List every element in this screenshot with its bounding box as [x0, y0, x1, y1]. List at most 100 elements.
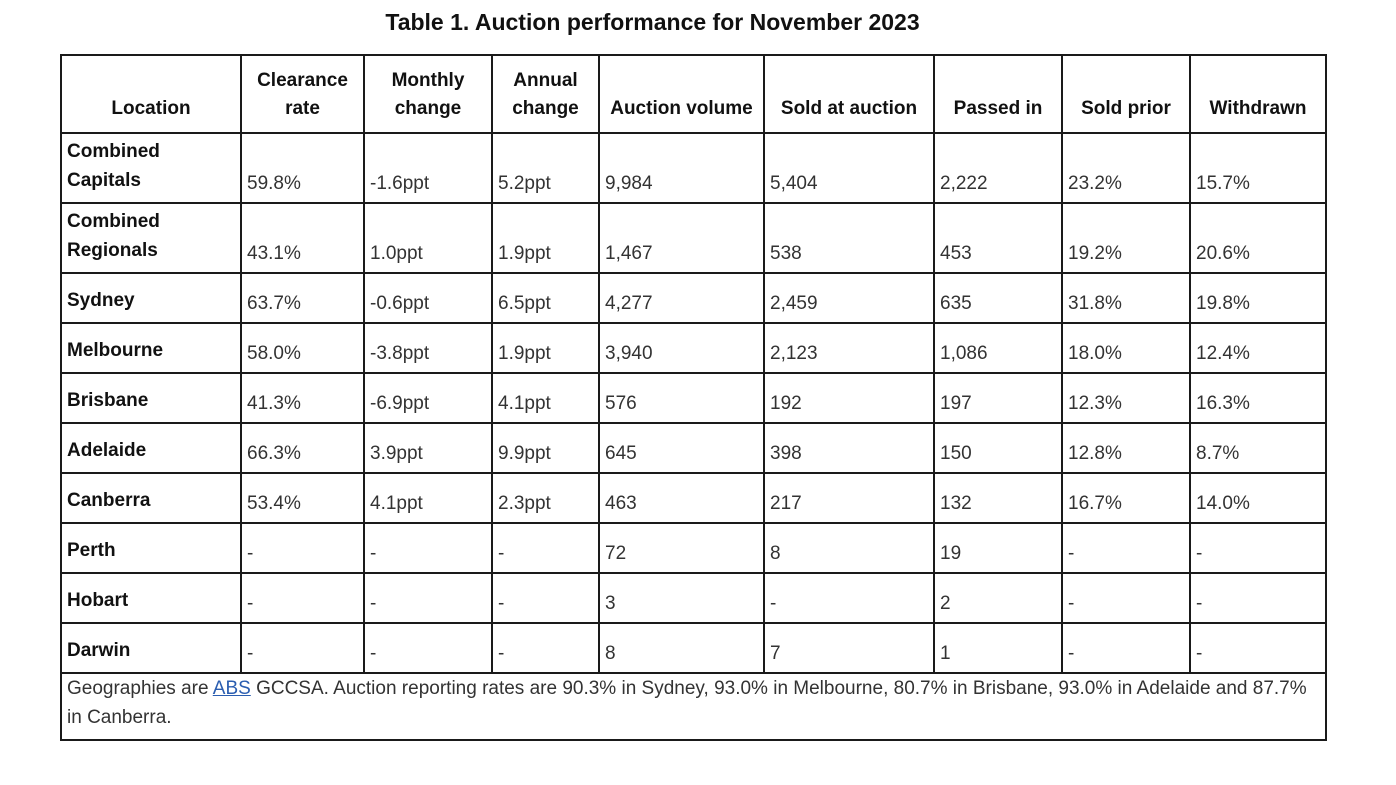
- location-cell: Canberra: [60, 472, 242, 524]
- annual-change-cell: -: [491, 522, 600, 574]
- location-cell: Melbourne: [60, 322, 242, 374]
- withdrawn-cell: -: [1189, 522, 1327, 574]
- location-line: Sydney: [67, 290, 135, 311]
- monthly-change-cell: -: [363, 522, 493, 574]
- sold-prior-cell: 16.7%: [1061, 472, 1191, 524]
- table-row: Brisbane 41.3% -6.9ppt 4.1ppt 576 192 197 12.3%…: [60, 372, 1327, 424]
- clearance-rate-cell: 53.4%: [240, 472, 365, 524]
- table-row: Combined Regionals 43.1% 1.0ppt 1.9ppt 1,467 5…: [60, 202, 1327, 274]
- table-row: Melbourne 58.0% -3.8ppt 1.9ppt 3,940 2,123 1,0…: [60, 322, 1327, 374]
- passed-in-cell: 1: [933, 622, 1063, 674]
- location-line: Perth: [67, 540, 116, 561]
- abs-link[interactable]: ABS: [212, 678, 251, 699]
- location-cell: Sydney: [60, 272, 242, 324]
- withdrawn-cell: 19.8%: [1189, 272, 1327, 324]
- annual-change-cell: -: [491, 622, 600, 674]
- header-location: Location: [60, 54, 242, 134]
- header-line: Annual: [513, 70, 578, 91]
- location-line: Darwin: [67, 640, 131, 661]
- annual-change-cell: 4.1ppt: [491, 372, 600, 424]
- footnote-row: Geographies are ABS GCCSA. Auction repor…: [60, 672, 1327, 741]
- header-line: Sold at auction: [780, 98, 918, 119]
- sold-prior-cell: -: [1061, 522, 1191, 574]
- table-row: Darwin - - -8 7 1- -: [60, 622, 1327, 674]
- location-line: Melbourne: [67, 340, 164, 361]
- sold-at-auction-cell: 192: [763, 372, 935, 424]
- clearance-rate-cell: 63.7%: [240, 272, 365, 324]
- header-monthly-change: Monthly change: [363, 54, 493, 134]
- monthly-change-cell: -6.9ppt: [363, 372, 493, 424]
- monthly-change-cell: -3.8ppt: [363, 322, 493, 374]
- sold-at-auction-cell: 2,123: [763, 322, 935, 374]
- location-cell: Brisbane: [60, 372, 242, 424]
- auction-volume-cell: 645: [598, 422, 765, 474]
- header-clearance-rate: Clearance rate: [240, 54, 365, 134]
- sold-at-auction-cell: 398: [763, 422, 935, 474]
- auction-volume-cell: 463: [598, 472, 765, 524]
- passed-in-cell: 1,086: [933, 322, 1063, 374]
- sold-at-auction-cell: 7: [763, 622, 935, 674]
- withdrawn-cell: 8.7%: [1189, 422, 1327, 474]
- passed-in-cell: 197: [933, 372, 1063, 424]
- annual-change-cell: 1.9ppt: [491, 202, 600, 274]
- location-line: Combined: [67, 141, 160, 162]
- monthly-change-cell: -1.6ppt: [363, 132, 493, 204]
- annual-change-cell: 5.2ppt: [491, 132, 600, 204]
- monthly-change-cell: 4.1ppt: [363, 472, 493, 524]
- header-annual-change: Annual change: [491, 54, 600, 134]
- location-cell: Darwin: [60, 622, 242, 674]
- sold-prior-cell: 31.8%: [1061, 272, 1191, 324]
- passed-in-cell: 453: [933, 202, 1063, 274]
- header-line: rate: [285, 98, 320, 119]
- header-line: Location: [111, 98, 191, 119]
- monthly-change-cell: -0.6ppt: [363, 272, 493, 324]
- passed-in-cell: 635: [933, 272, 1063, 324]
- location-cell: Hobart: [60, 572, 242, 624]
- clearance-rate-cell: 43.1%: [240, 202, 365, 274]
- auction-volume-cell: 3,940: [598, 322, 765, 374]
- annual-change-cell: 1.9ppt: [491, 322, 600, 374]
- clearance-rate-cell: -: [240, 572, 365, 624]
- auction-volume-cell: 72: [598, 522, 765, 574]
- sold-at-auction-cell: -: [763, 572, 935, 624]
- sold-prior-cell: 23.2%: [1061, 132, 1191, 204]
- table-row: Hobart - - -3-2- -: [60, 572, 1327, 624]
- monthly-change-cell: -: [363, 572, 493, 624]
- withdrawn-cell: 14.0%: [1189, 472, 1327, 524]
- sold-prior-cell: 12.3%: [1061, 372, 1191, 424]
- header-sold-prior: Sold prior: [1061, 54, 1191, 134]
- annual-change-cell: 6.5ppt: [491, 272, 600, 324]
- passed-in-cell: 132: [933, 472, 1063, 524]
- withdrawn-cell: 20.6%: [1189, 202, 1327, 274]
- footnote: Geographies are ABS GCCSA. Auction repor…: [60, 672, 1327, 741]
- withdrawn-cell: 16.3%: [1189, 372, 1327, 424]
- header-line: Passed in: [953, 98, 1043, 119]
- table-row: Perth - - -72 8 19- -: [60, 522, 1327, 574]
- header-line: change: [512, 98, 579, 119]
- sold-prior-cell: 19.2%: [1061, 202, 1191, 274]
- withdrawn-cell: -: [1189, 572, 1327, 624]
- passed-in-cell: 150: [933, 422, 1063, 474]
- sold-at-auction-cell: 2,459: [763, 272, 935, 324]
- table-row: Canberra 53.4% 4.1ppt 2.3ppt 463 217 132 16.7% 1…: [60, 472, 1327, 524]
- clearance-rate-cell: 58.0%: [240, 322, 365, 374]
- location-line: Brisbane: [67, 390, 149, 411]
- auction-volume-cell: 4,277: [598, 272, 765, 324]
- clearance-rate-cell: 59.8%: [240, 132, 365, 204]
- header-line: Monthly: [391, 70, 465, 91]
- clearance-rate-cell: -: [240, 522, 365, 574]
- sold-prior-cell: 18.0%: [1061, 322, 1191, 374]
- header-line: Clearance: [257, 70, 348, 91]
- header-passed-in: Passed in: [933, 54, 1063, 134]
- location-line: Adelaide: [67, 440, 147, 461]
- sold-at-auction-cell: 5,404: [763, 132, 935, 204]
- location-cell: Combined Capitals: [60, 132, 242, 204]
- auction-volume-cell: 9,984: [598, 132, 765, 204]
- monthly-change-cell: 1.0ppt: [363, 202, 493, 274]
- withdrawn-cell: 12.4%: [1189, 322, 1327, 374]
- location-cell: Adelaide: [60, 422, 242, 474]
- auction-volume-cell: 1,467: [598, 202, 765, 274]
- location-line: Hobart: [67, 590, 129, 611]
- footnote-text-before: Geographies are: [67, 678, 213, 699]
- annual-change-cell: 2.3ppt: [491, 472, 600, 524]
